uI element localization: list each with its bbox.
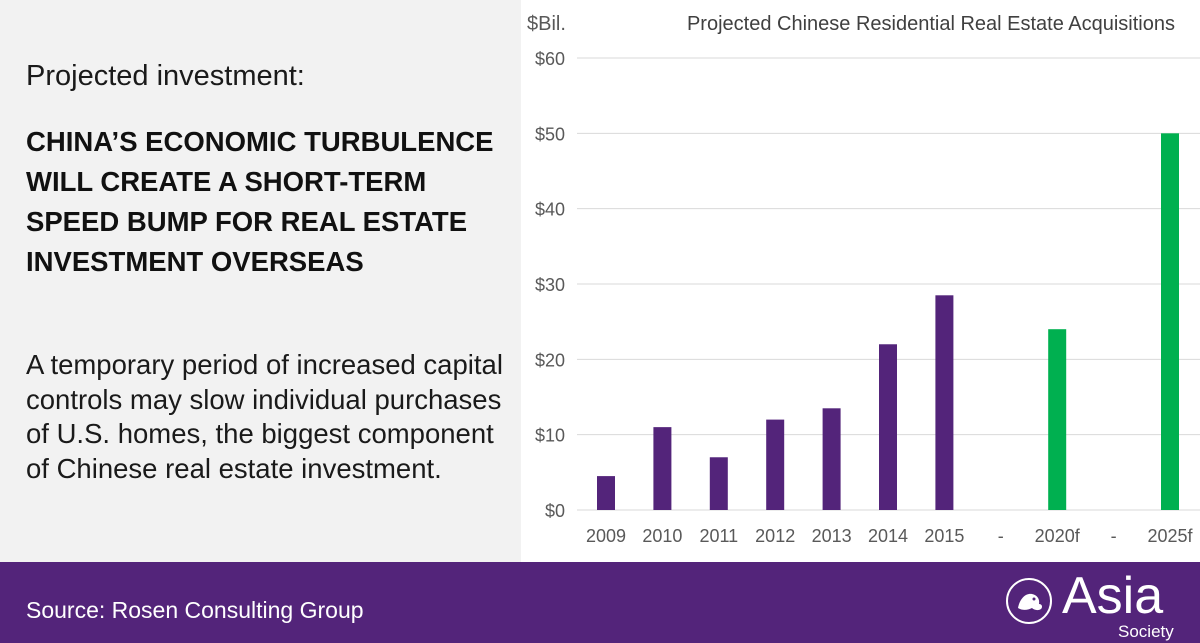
bar-2012 (766, 419, 785, 510)
x-tick-label: 2025f (1147, 526, 1193, 546)
bar-2013 (822, 408, 841, 510)
kicker-text: Projected investment: (26, 60, 305, 92)
axis-labels: $0 $10 $20 $30 $40 $50 $60 2009 2010 2011 2012 2013… (535, 49, 1194, 546)
bar-chart: $0 $10 $20 $30 $40 $50 $60 2009 2010 2011 2012 2013… (527, 13, 1200, 546)
x-tick-label: - (1111, 526, 1117, 546)
body-text: A temporary period of increased capital … (26, 349, 503, 484)
bar-2010 (653, 427, 672, 510)
y-tick-label: $60 (535, 49, 565, 69)
y-tick-label: $20 (535, 350, 565, 370)
y-tick-label: $40 (535, 200, 565, 220)
x-tick-label: 2020f (1035, 526, 1081, 546)
source-text: Source: Rosen Consulting Group (26, 597, 364, 623)
x-tick-label: 2011 (699, 526, 738, 546)
logo-wordmark: Asia (1062, 567, 1164, 625)
footer-bar: Source: Rosen Consulting Group Asia Soci… (0, 562, 1200, 643)
bar-2025f (1161, 133, 1179, 511)
left-panel: Projected investment: CHINA’S ECONOMIC T… (0, 0, 521, 562)
headline: CHINA’S ECONOMIC TURBULENCE WILL CREATE … (26, 126, 494, 277)
x-tick-label: 2013 (812, 526, 852, 546)
logo-subtitle: Society (1118, 622, 1174, 641)
bars (597, 133, 1179, 511)
bar-2020f (1048, 329, 1067, 510)
x-tick-label: 2012 (755, 526, 795, 546)
y-tick-label: $0 (545, 501, 565, 521)
x-tick-label: 2010 (642, 526, 682, 546)
x-tick-label: 2009 (586, 526, 626, 546)
lion-emblem-icon (1006, 578, 1052, 624)
chart-title: Projected Chinese Residential Real Estat… (687, 13, 1175, 35)
bar-2011 (709, 457, 728, 510)
asia-society-logo: Asia Society (1006, 567, 1186, 642)
y-tick-label: $10 (535, 426, 565, 446)
bar-2009 (597, 476, 615, 510)
x-tick-label: 2014 (868, 526, 908, 546)
y-tick-label: $50 (535, 124, 565, 144)
y-tick-label: $30 (535, 275, 565, 295)
bar-2014 (879, 344, 897, 510)
x-tick-label: 2015 (924, 526, 964, 546)
y-axis-label: $Bil. (527, 13, 566, 35)
x-tick-label: - (998, 526, 1004, 546)
bar-2015 (935, 295, 954, 510)
